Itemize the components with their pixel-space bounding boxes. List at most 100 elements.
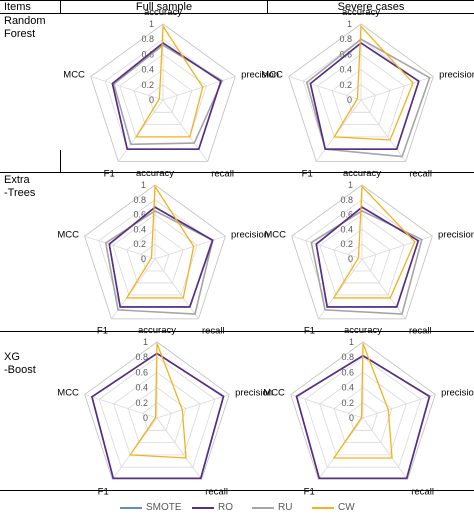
radar-tick-label: 1 (149, 19, 154, 29)
series-line-ro (91, 352, 225, 480)
radar-tick-label: 0.2 (340, 239, 353, 249)
legend-label: RU (278, 502, 293, 513)
series-line-ro (295, 354, 431, 480)
radar-spoke (360, 99, 406, 162)
header-full-sample: Full sample (135, 1, 193, 13)
radar-grid-ring (84, 341, 230, 480)
row-label-text: Extra -Trees (4, 174, 36, 199)
radar-tick-label: 0.8 (341, 352, 354, 362)
row-label-text: Random Forest (4, 15, 46, 40)
radar-tick-label: 0.6 (133, 210, 146, 220)
radar-axis-label-recall: recall (409, 326, 432, 337)
radar-tick-label: 0.4 (135, 383, 148, 393)
radar-grid-ring (148, 84, 178, 113)
radar-grid-ring (331, 69, 391, 125)
legend-swatch-ro (192, 507, 214, 509)
series-line-cw (135, 24, 204, 138)
radar-axis-label-recall: recall (409, 168, 432, 179)
radar-axis-label-mcc: MCC (263, 388, 285, 399)
legend-label: SMOTE (146, 502, 182, 513)
radar-tick-label: 0.6 (340, 210, 353, 220)
radar-tick-label: 0.2 (133, 239, 146, 249)
radar-grid-ring (126, 228, 184, 284)
radar-tick-label: 0.4 (339, 65, 352, 75)
radar-grid-ring (288, 23, 434, 162)
radar-axis-label-recall: recall (202, 326, 225, 337)
radar-axis-label-f1: F1 (302, 168, 313, 179)
radar-spoke (362, 394, 436, 419)
radar-spoke (111, 258, 156, 320)
radar-tick-label: 0.8 (340, 195, 353, 205)
radar-spoke (84, 394, 158, 419)
radar-axis-label-mcc: MCC (261, 70, 283, 81)
row-label-xg-boost: XG -Boost (4, 351, 36, 377)
radar-axis-label-accuracy: accuracy (144, 7, 182, 18)
radar-tick-label: 0 (141, 254, 146, 264)
legend-swatch-ru (252, 507, 274, 509)
series-line-ro (309, 42, 420, 150)
radar-axis-label-recall: recall (411, 486, 434, 497)
radar-axis-label-mcc: MCC (63, 70, 85, 81)
radar-spoke (360, 76, 434, 101)
radar-axis-label-f1: F1 (304, 326, 315, 337)
radar-tick-label: 0.2 (341, 398, 354, 408)
radar-grid-ring (333, 228, 391, 284)
radar-axis-label-accuracy: accuracy (342, 7, 380, 18)
radar-axis-label-accuracy: accuracy (344, 325, 382, 336)
legend-swatch-smote (120, 507, 142, 509)
radar-axis-label-f1: F1 (98, 486, 109, 497)
radar-spoke (162, 99, 208, 162)
radar-grid-ring (291, 184, 433, 320)
radar-tick-label: 0 (143, 413, 148, 423)
radar-tick-label: 0.8 (135, 352, 148, 362)
series-line-cw (333, 24, 414, 141)
radar-grid-ring (317, 53, 405, 138)
radar-spoke (361, 258, 406, 320)
row-label-extra-trees: Extra -Trees (4, 174, 35, 200)
radar-tick-label: 0.2 (339, 80, 352, 90)
radar-tick-label: 0.8 (339, 34, 352, 44)
series-line-ro (111, 42, 222, 150)
radar-grid-ring (304, 356, 422, 468)
radar-tick-label: 1 (347, 19, 352, 29)
radar-tick-label: 0 (348, 254, 353, 264)
series-line-cw (125, 184, 195, 299)
series-line-ro (108, 206, 214, 308)
radar-axis-label-precision: precision (241, 70, 279, 81)
radar-axis-label-accuracy: accuracy (343, 168, 381, 179)
radar-axis-label-mcc: MCC (57, 388, 79, 399)
radar-spoke (84, 235, 156, 260)
series-line-cw (332, 343, 393, 459)
radar-tick-label: 1 (143, 337, 148, 347)
radar-spoke (156, 394, 230, 419)
legend-label: CW (338, 502, 355, 513)
radar-spoke (361, 235, 433, 260)
radar-axis-label-precision: precision (441, 388, 474, 399)
radar-tick-label: 1 (141, 180, 146, 190)
radar-tick-label: 0.4 (133, 224, 146, 234)
radar-spoke (318, 258, 363, 320)
radar-axis-label-f1: F1 (104, 168, 115, 179)
radar-spoke (156, 417, 202, 480)
radar-grid-ring (290, 341, 436, 480)
row-label-random-forest: Random Forest (4, 15, 46, 41)
radar-tick-label: 0 (347, 95, 352, 105)
radar-grid-ring (142, 402, 172, 431)
radar-tick-label: 0.6 (135, 367, 148, 377)
radar-spoke (291, 235, 363, 260)
radar-grid-ring (348, 402, 378, 431)
radar-grid-ring (113, 371, 201, 456)
series-line-cw (129, 343, 187, 459)
radar-grid-ring (98, 356, 216, 468)
radar-tick-label: 0.4 (141, 65, 154, 75)
series-line-cw (332, 184, 416, 299)
radar-axis-label-f1: F1 (304, 486, 315, 497)
radar-axis-label-recall: recall (211, 168, 234, 179)
radar-grid-ring (347, 243, 377, 272)
radar-axis-label-precision: precision (231, 229, 269, 240)
